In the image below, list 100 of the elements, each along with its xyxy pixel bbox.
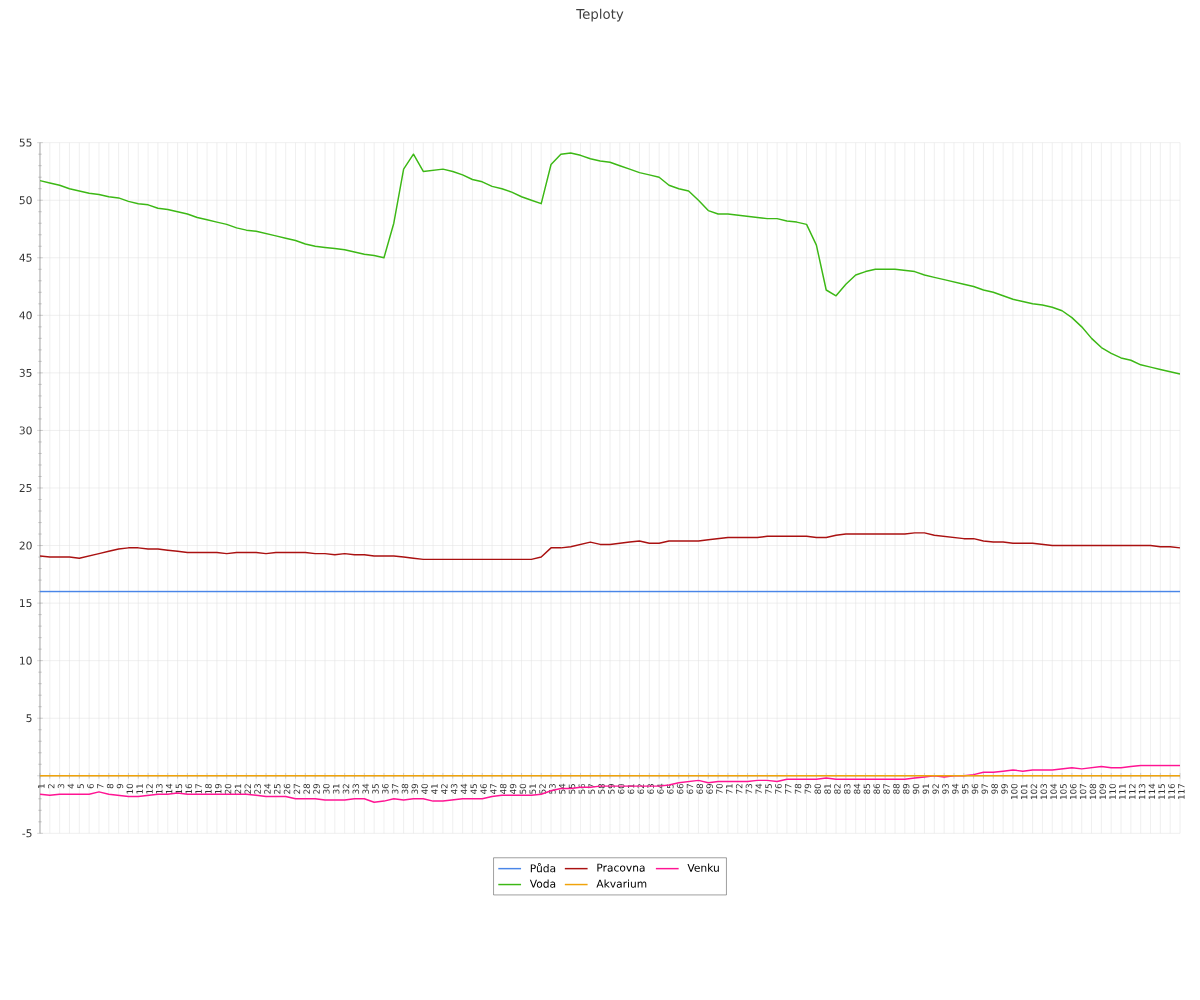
x-tick-label: 24 (264, 783, 271, 794)
x-tick-label: 10 (126, 783, 134, 794)
x-tick-label: 100 (1011, 783, 1018, 799)
x-tick-label: 78 (794, 783, 802, 794)
x-tick-label: 7 (97, 784, 104, 789)
chart-title: Teploty (576, 8, 624, 22)
x-tick-label: 73 (745, 784, 753, 794)
x-tick-label: 60 (617, 783, 625, 794)
y-tick-label: 30 (19, 426, 32, 435)
x-tick-label: 54 (558, 783, 566, 794)
x-tick-label: 86 (873, 783, 880, 794)
x-tick-label: 31 (332, 784, 340, 794)
x-tick-label: 13 (156, 784, 163, 794)
x-tick-label: 91 (922, 784, 930, 794)
y-tick-label: 20 (19, 541, 32, 550)
x-tick-label: 82 (834, 784, 841, 794)
x-tick-label: 64 (657, 783, 664, 794)
x-tick-label: 38 (401, 783, 409, 794)
x-tick-label: 74 (755, 783, 762, 794)
y-tick-label: 25 (19, 483, 32, 493)
x-tick-label: 44 (460, 783, 468, 794)
x-tick-label: 104 (1050, 783, 1057, 799)
x-tick-label: 108 (1089, 783, 1097, 799)
x-tick-label: 76 (775, 783, 782, 794)
x-tick-label: 33 (352, 784, 360, 794)
x-tick-label: 61 (627, 784, 635, 794)
x-tick-label: 29 (313, 783, 320, 794)
y-tick-label: 50 (19, 196, 32, 205)
x-tick-label: 115 (1158, 784, 1165, 799)
x-tick-label: 26 (283, 783, 291, 794)
x-tick-label: 93 (942, 784, 949, 794)
legend-label: Akvarium (596, 879, 647, 888)
x-tick-label: 102 (1030, 784, 1038, 799)
x-tick-label: 28 (303, 783, 310, 794)
x-tick-label: 85 (863, 784, 871, 794)
y-tick-label: 45 (19, 253, 32, 262)
x-tick-label: 20 (224, 783, 232, 794)
x-tick-label: 57 (588, 784, 595, 794)
x-tick-label: 3 (57, 784, 65, 789)
x-tick-label: 70 (716, 783, 723, 794)
x-tick-label: 32 (342, 784, 350, 794)
x-tick-label: 68 (696, 783, 704, 794)
x-tick-label: 16 (185, 783, 193, 794)
x-tick-label: 92 (932, 784, 939, 794)
y-tick-label: 35 (19, 368, 32, 377)
x-tick-label: 21 (234, 784, 242, 794)
x-tick-label: 109 (1099, 783, 1106, 799)
x-tick-label: 87 (883, 784, 890, 794)
x-tick-label: 95 (961, 784, 969, 794)
x-tick-label: 58 (598, 783, 605, 794)
x-tick-label: 25 (273, 784, 281, 794)
x-tick-label: 52 (539, 784, 546, 794)
x-tick-label: 30 (323, 783, 330, 794)
x-tick-label: 105 (1060, 784, 1067, 799)
x-tick-label: 96 (971, 783, 979, 794)
x-tick-label: 42 (441, 784, 448, 794)
x-tick-label: 1 (38, 784, 45, 788)
x-tick-label: 113 (1138, 784, 1146, 799)
x-tick-label: 22 (244, 784, 251, 794)
legend-label: Půda (530, 863, 556, 873)
x-tick-label: 97 (981, 784, 989, 794)
x-tick-label: 55 (568, 784, 576, 794)
x-tick-label: 89 (902, 783, 910, 794)
x-tick-label: 83 (843, 784, 851, 794)
x-tick-label: 101 (1020, 784, 1028, 799)
x-tick-label: 9 (116, 783, 124, 789)
x-tick-label: 90 (912, 783, 920, 794)
x-tick-label: 8 (106, 783, 114, 789)
x-tick-label: 71 (726, 784, 733, 794)
x-tick-label: 103 (1040, 784, 1048, 799)
x-tick-label: 45 (470, 784, 477, 794)
x-tick-label: 63 (647, 784, 654, 794)
x-tick-label: 17 (195, 784, 202, 794)
x-tick-label: 41 (431, 784, 438, 794)
x-tick-label: 35 (372, 784, 379, 794)
x-tick-label: 23 (254, 784, 261, 794)
x-tick-label: 37 (391, 784, 399, 794)
legend-label: Voda (529, 879, 556, 888)
x-tick-label: 48 (499, 783, 507, 794)
x-tick-label: 36 (382, 783, 389, 794)
x-tick-label: 39 (411, 783, 419, 794)
x-tick-label: 81 (824, 784, 831, 794)
x-tick-label: 88 (893, 783, 900, 794)
x-tick-label: 6 (87, 783, 94, 789)
x-tick-label: 14 (165, 783, 173, 794)
x-tick-label: 12 (146, 784, 153, 794)
legend-label: Venku (687, 863, 719, 872)
x-tick-label: 112 (1129, 784, 1136, 799)
x-tick-label: 59 (608, 783, 615, 794)
x-tick-label: 69 (706, 783, 713, 794)
x-tick-label: 94 (952, 783, 959, 794)
x-tick-label: 2 (47, 784, 55, 789)
x-tick-label: 62 (637, 784, 645, 794)
x-tick-label: 107 (1079, 784, 1087, 799)
x-tick-label: 66 (676, 783, 684, 794)
x-tick-label: 117 (1178, 784, 1185, 799)
y-tick-label: 15 (20, 599, 32, 608)
x-tick-label: 72 (735, 784, 743, 794)
x-tick-label: 46 (480, 783, 487, 794)
x-tick-label: 50 (519, 783, 527, 794)
